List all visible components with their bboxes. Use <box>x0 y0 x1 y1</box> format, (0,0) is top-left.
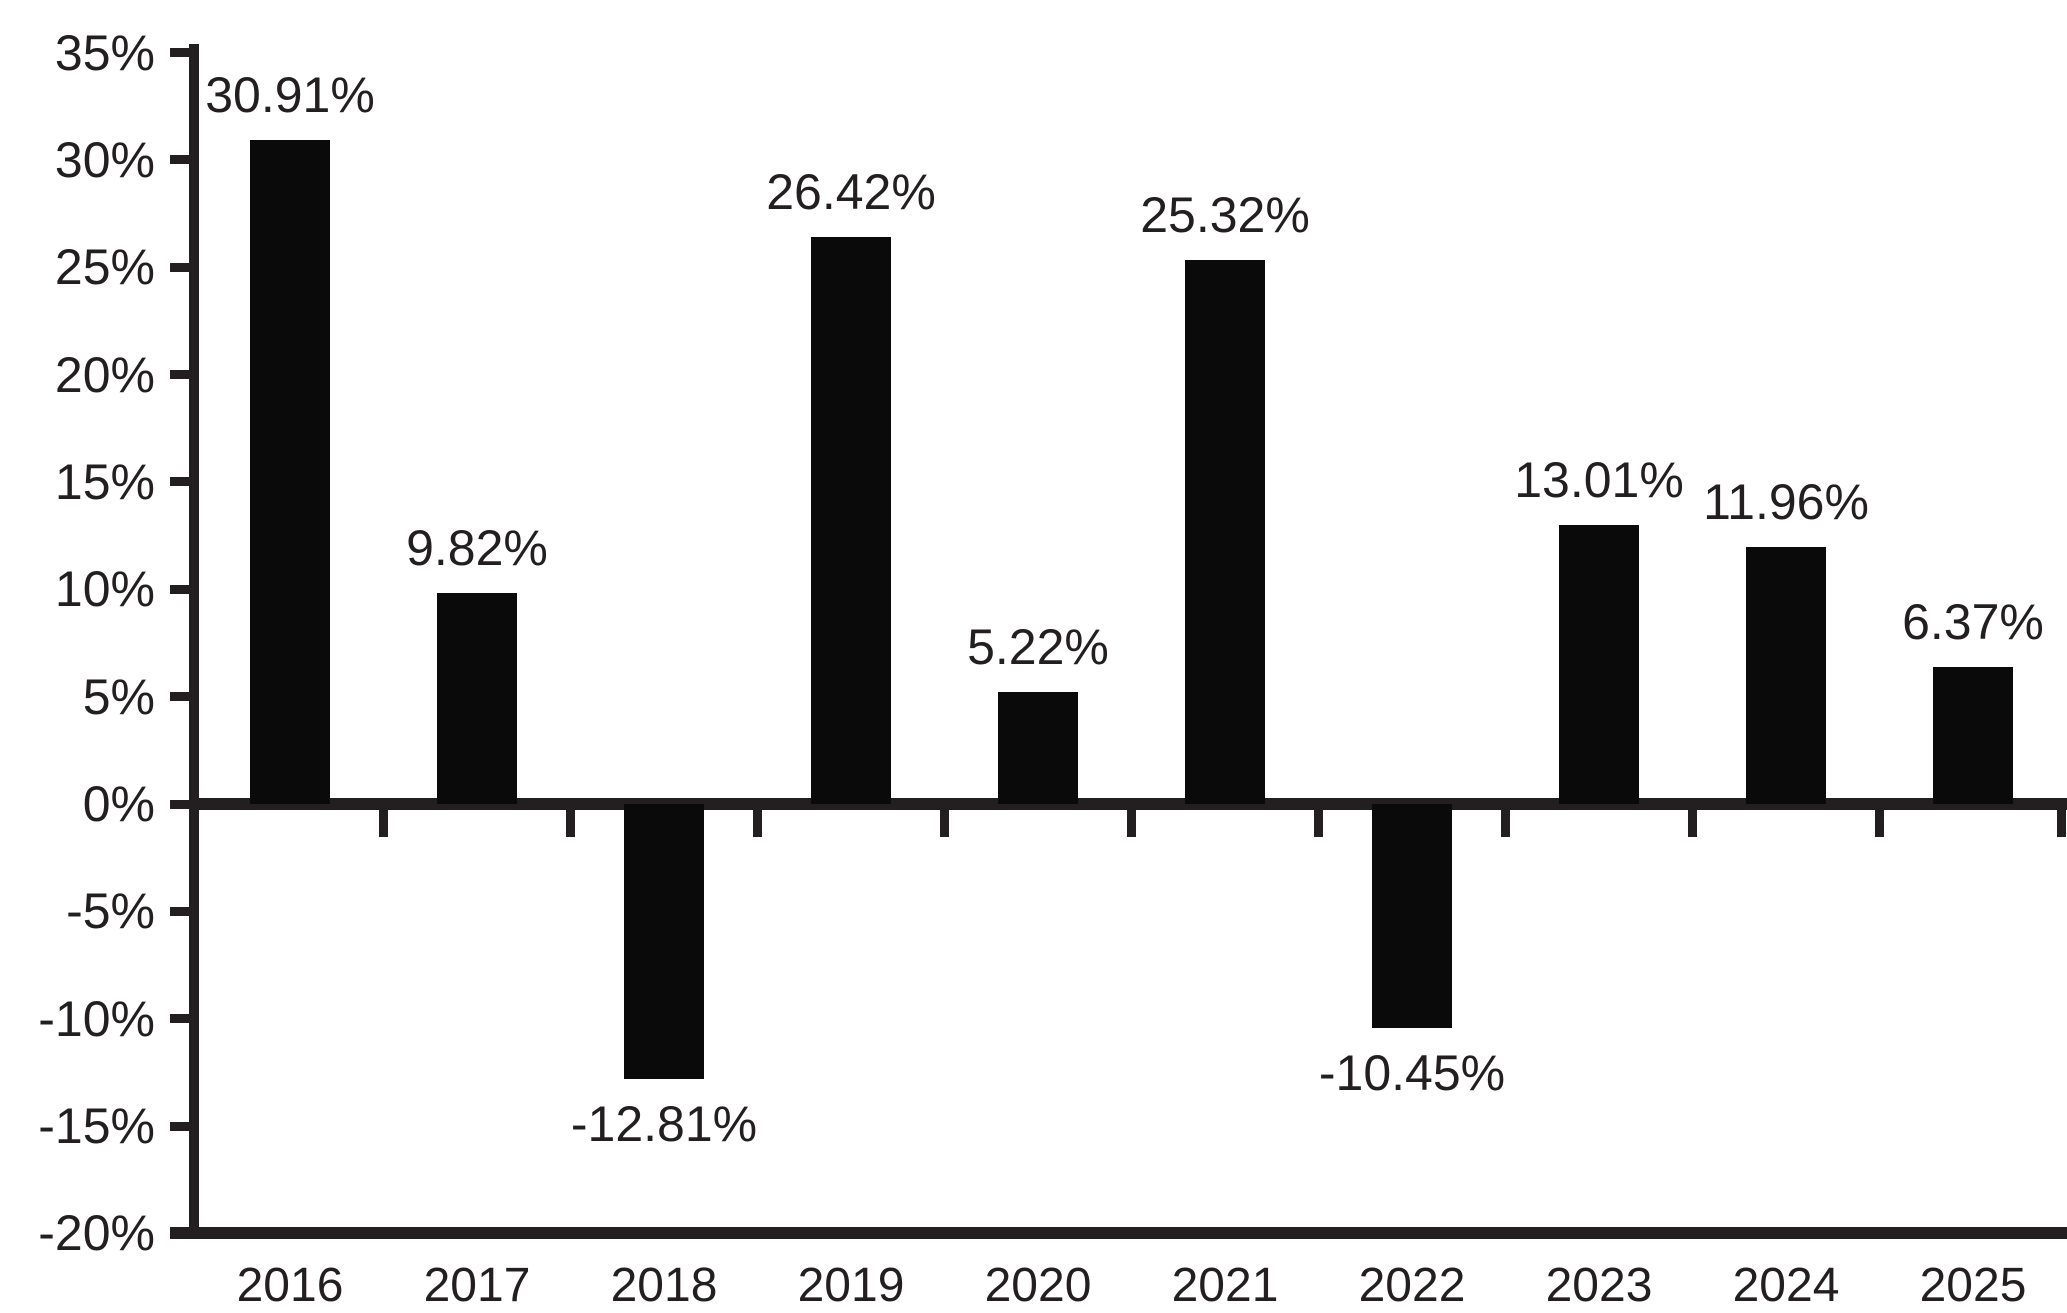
y-tick-label: -10% <box>38 990 155 1047</box>
y-tick <box>170 1121 189 1131</box>
bar-value-label: 26.42% <box>766 163 936 220</box>
bar-value-label: 30.91% <box>205 67 375 124</box>
bar-value-label: 11.96% <box>1703 474 1869 531</box>
x-tick-label: 2021 <box>1171 1259 1279 1312</box>
y-tick-label: -20% <box>38 1205 155 1262</box>
x-tick-label: 2025 <box>1919 1259 2027 1312</box>
bar-value-label: 6.37% <box>1902 594 2044 651</box>
bar-value-label: 13.01% <box>1514 451 1684 508</box>
bar-2019 <box>811 236 891 804</box>
x-boundary-tick <box>753 804 762 837</box>
y-tick-label: 30% <box>54 131 155 188</box>
bar-value-label: 9.82% <box>406 520 548 577</box>
y-tick-label: 15% <box>54 453 155 510</box>
x-boundary-tick <box>1127 804 1136 837</box>
y-tick <box>170 262 189 272</box>
y-tick <box>170 48 189 58</box>
y-tick <box>170 1228 189 1238</box>
x-axis-spine <box>170 1227 2067 1239</box>
y-tick-label: -15% <box>38 1098 155 1155</box>
bar-2024 <box>1746 547 1826 804</box>
y-tick <box>170 906 189 916</box>
bar-value-label: 5.22% <box>967 618 1109 675</box>
bar-2017 <box>437 593 517 804</box>
x-boundary-tick <box>566 804 575 837</box>
x-tick-label: 2020 <box>984 1259 1092 1312</box>
x-boundary-tick <box>1314 804 1323 837</box>
x-boundary-tick <box>2057 804 2066 837</box>
y-tick <box>170 692 189 702</box>
y-tick-label: -5% <box>66 883 155 940</box>
y-tick <box>170 799 189 809</box>
x-tick-label: 2023 <box>1545 1259 1653 1312</box>
bar-2022 <box>1372 804 1452 1029</box>
y-tick <box>170 155 189 165</box>
x-tick-label: 2017 <box>423 1259 531 1312</box>
y-tick <box>170 370 189 380</box>
bar-2018 <box>624 804 704 1080</box>
y-tick-label: 20% <box>54 346 155 403</box>
y-tick <box>170 477 189 487</box>
x-tick-label: 2016 <box>236 1259 344 1312</box>
x-tick-label: 2018 <box>610 1259 718 1312</box>
x-tick-label: 2019 <box>797 1259 905 1312</box>
bar-2021 <box>1185 260 1265 804</box>
y-tick <box>170 1014 189 1024</box>
y-tick-label: 10% <box>54 561 155 618</box>
x-boundary-tick <box>379 804 388 837</box>
x-boundary-tick <box>940 804 949 837</box>
x-boundary-tick <box>1688 804 1697 837</box>
y-axis-spine <box>189 44 199 1239</box>
bar-value-label: 25.32% <box>1140 187 1310 244</box>
bar-2023 <box>1559 524 1639 804</box>
x-tick-label: 2024 <box>1732 1259 1840 1312</box>
y-tick-label: 35% <box>54 24 155 81</box>
bar-2025 <box>1933 667 2013 804</box>
x-tick-label: 2022 <box>1358 1259 1466 1312</box>
x-boundary-tick <box>1501 804 1510 837</box>
y-tick-label: 5% <box>82 668 155 725</box>
x-boundary-tick <box>1875 804 1884 837</box>
bar-value-label: -10.45% <box>1318 1045 1506 1102</box>
y-tick-label: 0% <box>82 776 155 832</box>
bar-value-label: -12.81% <box>570 1096 758 1153</box>
bar-2020 <box>998 691 1078 804</box>
y-tick <box>170 584 189 594</box>
bar-2016 <box>250 140 330 804</box>
y-tick-label: 25% <box>54 239 155 296</box>
